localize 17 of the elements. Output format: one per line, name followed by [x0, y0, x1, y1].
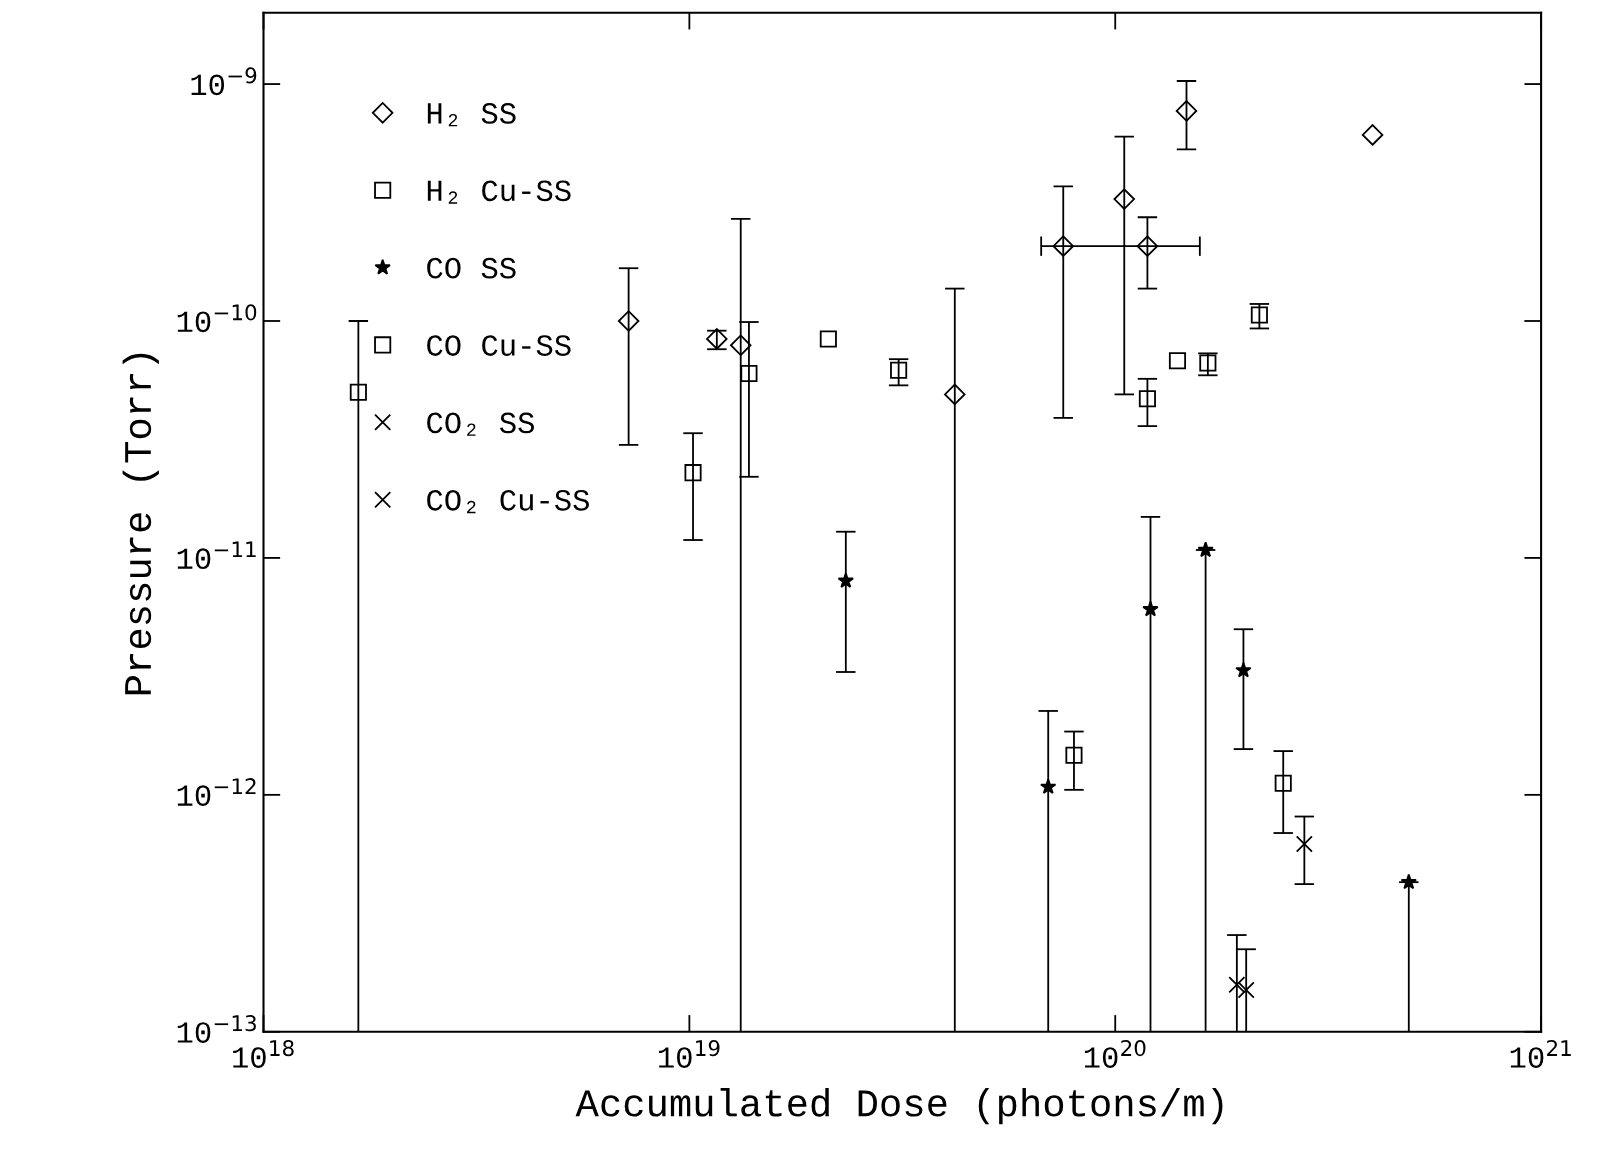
x-tick-label: 10$^{19}$	[659, 1040, 720, 1068]
x-tick-label: 10$^{20}$	[1084, 1040, 1146, 1068]
x-tick-label: 10$^{21}$	[1510, 1040, 1571, 1068]
y-tick-label: 10$^{−9}$	[191, 67, 257, 96]
legend-label: H₂ Cu-SS	[427, 180, 571, 204]
y-tick-label: 10$^{−13}$	[177, 1015, 256, 1043]
y-tick-label: 10$^{−11}$	[177, 541, 256, 570]
x-tick-label: 10$^{18}$	[233, 1040, 294, 1068]
legend-label: CO Cu-SS	[427, 335, 571, 356]
legend-label: CO₂ SS	[427, 412, 534, 436]
legend-label: CO₂ Cu-SS	[427, 489, 589, 514]
x-axis-title: Accumulated Dose (photons/m)	[575, 1088, 1223, 1125]
legend-label: CO SS	[427, 257, 516, 279]
legend-label: H₂ SS	[427, 103, 516, 127]
y-tick-label: 10$^{−12}$	[177, 778, 256, 806]
y-tick-label: 10$^{−10}$	[177, 304, 257, 333]
y-axis-title: Pressure (Torr)	[122, 353, 159, 695]
